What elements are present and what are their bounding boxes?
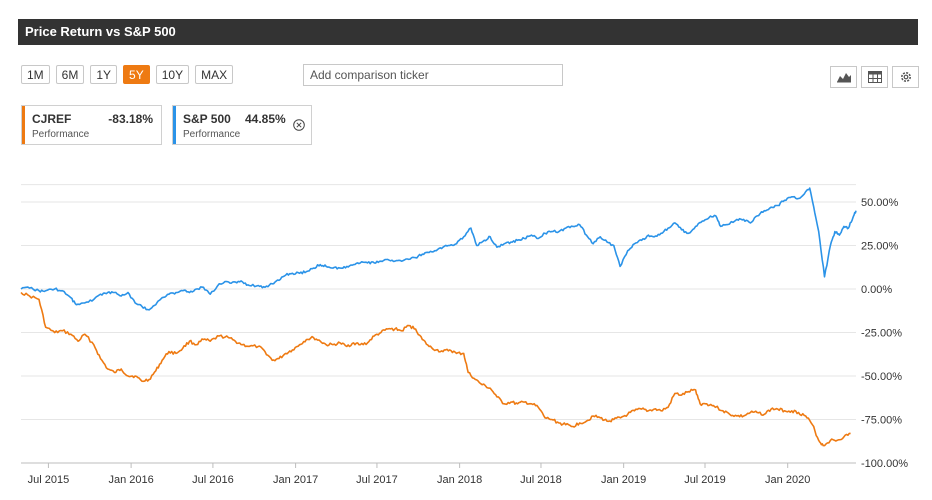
area-chart-icon xyxy=(836,73,851,83)
chart-title: Price Return vs S&P 500 xyxy=(25,24,176,39)
period-button-10y[interactable]: 10Y xyxy=(155,65,190,84)
legend-name: CJREF xyxy=(32,112,72,126)
period-button-1m[interactable]: 1M xyxy=(21,65,50,84)
legend-name: S&P 500 xyxy=(183,112,231,126)
legend-value: -83.18% xyxy=(108,112,153,126)
y-tick-label: 25.00% xyxy=(861,241,899,253)
x-tick-label: Jan 2020 xyxy=(765,474,810,486)
legend-color-stripe xyxy=(173,106,176,144)
y-tick-label: 50.00% xyxy=(861,197,899,209)
settings-button[interactable] xyxy=(892,66,919,88)
y-tick-label: 0.00% xyxy=(861,284,892,296)
period-button-max[interactable]: MAX xyxy=(195,65,234,84)
table-view-button[interactable] xyxy=(861,66,888,88)
x-tick-label: Jul 2016 xyxy=(192,474,234,486)
x-tick-label: Jul 2017 xyxy=(356,474,398,486)
legend-card-cjref: CJREF -83.18% Performance xyxy=(21,105,162,145)
x-tick-label: Jul 2019 xyxy=(684,474,726,486)
x-tick-label: Jul 2015 xyxy=(28,474,70,486)
y-tick-label: -75.00% xyxy=(861,415,902,427)
series-line-cjref xyxy=(20,291,851,447)
x-tick-label: Jan 2019 xyxy=(601,474,646,486)
y-tick-label: -50.00% xyxy=(861,371,902,383)
period-button-5y[interactable]: 5Y xyxy=(123,65,150,84)
x-tick-label: Jan 2017 xyxy=(273,474,318,486)
y-tick-label: -100.00% xyxy=(861,458,908,470)
legend-color-stripe xyxy=(22,106,25,144)
period-selector: 1M 6M 1Y 5Y 10Y MAX xyxy=(21,65,234,84)
period-button-1y[interactable]: 1Y xyxy=(90,65,118,84)
legend-sub: Performance xyxy=(32,129,90,140)
table-icon xyxy=(867,71,882,83)
remove-comparison-icon[interactable] xyxy=(293,119,305,131)
chart-title-bar: Price Return vs S&P 500 xyxy=(18,19,918,45)
x-tick-label: Jan 2016 xyxy=(108,474,153,486)
x-tick-label: Jul 2018 xyxy=(520,474,562,486)
x-tick-label: Jan 2018 xyxy=(437,474,482,486)
legend-value: 44.85% xyxy=(245,112,286,126)
chart-view-button[interactable] xyxy=(830,66,857,88)
legend-sub: Performance xyxy=(183,129,241,140)
comparison-ticker-input[interactable] xyxy=(303,64,563,86)
series-line-sp500 xyxy=(20,187,857,311)
legend-card-sp500: S&P 500 44.85% Performance xyxy=(172,105,312,145)
y-tick-label: -25.00% xyxy=(861,328,902,340)
gear-icon xyxy=(900,72,911,82)
period-button-6m[interactable]: 6M xyxy=(55,65,85,84)
